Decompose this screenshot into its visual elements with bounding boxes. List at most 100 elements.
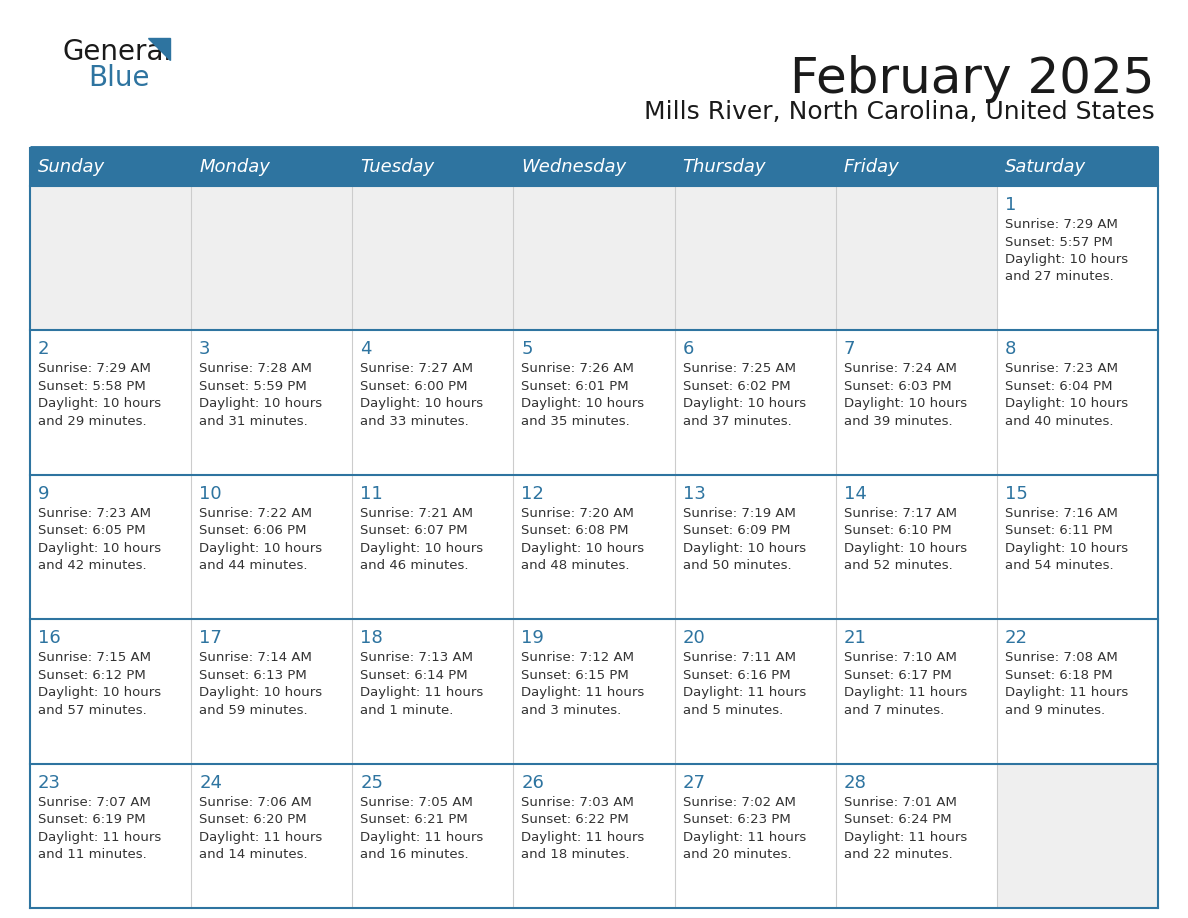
Text: and 44 minutes.: and 44 minutes. xyxy=(200,559,308,572)
Text: and 59 minutes.: and 59 minutes. xyxy=(200,704,308,717)
Bar xyxy=(30,620,191,764)
Text: Daylight: 10 hours: Daylight: 10 hours xyxy=(1005,253,1127,266)
Text: Sunset: 6:03 PM: Sunset: 6:03 PM xyxy=(843,380,952,393)
Text: and 16 minutes.: and 16 minutes. xyxy=(360,848,469,861)
Text: Sunset: 6:24 PM: Sunset: 6:24 PM xyxy=(843,813,952,826)
Text: Sunrise: 7:05 AM: Sunrise: 7:05 AM xyxy=(360,796,473,809)
Text: Sunset: 6:04 PM: Sunset: 6:04 PM xyxy=(1005,380,1112,393)
Text: and 48 minutes.: and 48 minutes. xyxy=(522,559,630,572)
Polygon shape xyxy=(148,38,170,60)
Bar xyxy=(191,475,353,620)
Text: Daylight: 10 hours: Daylight: 10 hours xyxy=(38,686,162,700)
Text: Sunset: 6:17 PM: Sunset: 6:17 PM xyxy=(843,668,952,682)
Text: 5: 5 xyxy=(522,341,533,358)
Text: Monday: Monday xyxy=(200,158,270,176)
Text: Sunrise: 7:23 AM: Sunrise: 7:23 AM xyxy=(38,507,151,520)
Text: Sunrise: 7:29 AM: Sunrise: 7:29 AM xyxy=(38,363,151,375)
Bar xyxy=(997,186,1158,330)
Text: Daylight: 10 hours: Daylight: 10 hours xyxy=(200,397,322,410)
Text: and 35 minutes.: and 35 minutes. xyxy=(522,415,630,428)
Text: Sunset: 6:00 PM: Sunset: 6:00 PM xyxy=(360,380,468,393)
Text: 24: 24 xyxy=(200,774,222,791)
Bar xyxy=(835,148,997,186)
Text: and 11 minutes.: and 11 minutes. xyxy=(38,848,147,861)
Text: Sunrise: 7:06 AM: Sunrise: 7:06 AM xyxy=(200,796,312,809)
Text: Daylight: 10 hours: Daylight: 10 hours xyxy=(360,542,484,554)
Text: 2: 2 xyxy=(38,341,50,358)
Text: Sunrise: 7:17 AM: Sunrise: 7:17 AM xyxy=(843,507,956,520)
Text: 4: 4 xyxy=(360,341,372,358)
Bar xyxy=(513,475,675,620)
Text: Wednesday: Wednesday xyxy=(522,158,626,176)
Text: Sunset: 6:21 PM: Sunset: 6:21 PM xyxy=(360,813,468,826)
Text: 16: 16 xyxy=(38,629,61,647)
Text: and 31 minutes.: and 31 minutes. xyxy=(200,415,308,428)
Text: Sunrise: 7:25 AM: Sunrise: 7:25 AM xyxy=(683,363,796,375)
Bar xyxy=(997,620,1158,764)
Text: 9: 9 xyxy=(38,485,50,503)
Bar xyxy=(191,620,353,764)
Text: Sunrise: 7:29 AM: Sunrise: 7:29 AM xyxy=(1005,218,1118,231)
Text: 22: 22 xyxy=(1005,629,1028,647)
Text: Sunrise: 7:01 AM: Sunrise: 7:01 AM xyxy=(843,796,956,809)
Bar xyxy=(353,764,513,908)
Bar xyxy=(191,330,353,475)
Text: Sunset: 6:06 PM: Sunset: 6:06 PM xyxy=(200,524,307,537)
Text: Sunrise: 7:19 AM: Sunrise: 7:19 AM xyxy=(683,507,796,520)
Text: Sunset: 5:57 PM: Sunset: 5:57 PM xyxy=(1005,236,1113,249)
Text: Sunrise: 7:22 AM: Sunrise: 7:22 AM xyxy=(200,507,312,520)
Text: Daylight: 10 hours: Daylight: 10 hours xyxy=(843,542,967,554)
Bar xyxy=(835,764,997,908)
Text: Daylight: 11 hours: Daylight: 11 hours xyxy=(360,686,484,700)
Text: Daylight: 10 hours: Daylight: 10 hours xyxy=(360,397,484,410)
Text: Sunrise: 7:12 AM: Sunrise: 7:12 AM xyxy=(522,651,634,665)
Bar xyxy=(30,148,191,186)
Bar xyxy=(675,764,835,908)
Text: Saturday: Saturday xyxy=(1005,158,1086,176)
Text: Sunrise: 7:24 AM: Sunrise: 7:24 AM xyxy=(843,363,956,375)
Text: and 22 minutes.: and 22 minutes. xyxy=(843,848,953,861)
Text: 19: 19 xyxy=(522,629,544,647)
Text: Daylight: 11 hours: Daylight: 11 hours xyxy=(522,686,645,700)
Bar xyxy=(997,330,1158,475)
Text: Sunset: 6:18 PM: Sunset: 6:18 PM xyxy=(1005,668,1112,682)
Text: Sunset: 6:08 PM: Sunset: 6:08 PM xyxy=(522,524,628,537)
Bar xyxy=(997,764,1158,908)
Bar xyxy=(675,148,835,186)
Text: Sunrise: 7:14 AM: Sunrise: 7:14 AM xyxy=(200,651,312,665)
Text: Sunset: 6:23 PM: Sunset: 6:23 PM xyxy=(683,813,790,826)
Text: 8: 8 xyxy=(1005,341,1016,358)
Bar xyxy=(675,330,835,475)
Text: 26: 26 xyxy=(522,774,544,791)
Text: 23: 23 xyxy=(38,774,61,791)
Text: 10: 10 xyxy=(200,485,222,503)
Text: Sunset: 5:59 PM: Sunset: 5:59 PM xyxy=(200,380,307,393)
Text: and 29 minutes.: and 29 minutes. xyxy=(38,415,146,428)
Text: Thursday: Thursday xyxy=(683,158,766,176)
Bar xyxy=(675,620,835,764)
Text: 12: 12 xyxy=(522,485,544,503)
Bar xyxy=(675,186,835,330)
Text: Daylight: 11 hours: Daylight: 11 hours xyxy=(683,831,805,844)
Text: Daylight: 11 hours: Daylight: 11 hours xyxy=(522,831,645,844)
Text: 28: 28 xyxy=(843,774,866,791)
Text: and 40 minutes.: and 40 minutes. xyxy=(1005,415,1113,428)
Text: Sunset: 6:22 PM: Sunset: 6:22 PM xyxy=(522,813,630,826)
Text: and 42 minutes.: and 42 minutes. xyxy=(38,559,146,572)
Bar xyxy=(30,330,191,475)
Bar xyxy=(353,475,513,620)
Text: Mills River, North Carolina, United States: Mills River, North Carolina, United Stat… xyxy=(644,100,1155,124)
Bar xyxy=(513,620,675,764)
Text: and 1 minute.: and 1 minute. xyxy=(360,704,454,717)
Bar xyxy=(30,186,191,330)
Text: and 20 minutes.: and 20 minutes. xyxy=(683,848,791,861)
Text: Daylight: 10 hours: Daylight: 10 hours xyxy=(683,542,805,554)
Text: and 27 minutes.: and 27 minutes. xyxy=(1005,271,1113,284)
Text: 21: 21 xyxy=(843,629,866,647)
Text: Daylight: 11 hours: Daylight: 11 hours xyxy=(360,831,484,844)
Text: February 2025: February 2025 xyxy=(790,55,1155,103)
Text: and 3 minutes.: and 3 minutes. xyxy=(522,704,621,717)
Text: Sunrise: 7:27 AM: Sunrise: 7:27 AM xyxy=(360,363,473,375)
Text: 3: 3 xyxy=(200,341,210,358)
Text: Sunset: 6:16 PM: Sunset: 6:16 PM xyxy=(683,668,790,682)
